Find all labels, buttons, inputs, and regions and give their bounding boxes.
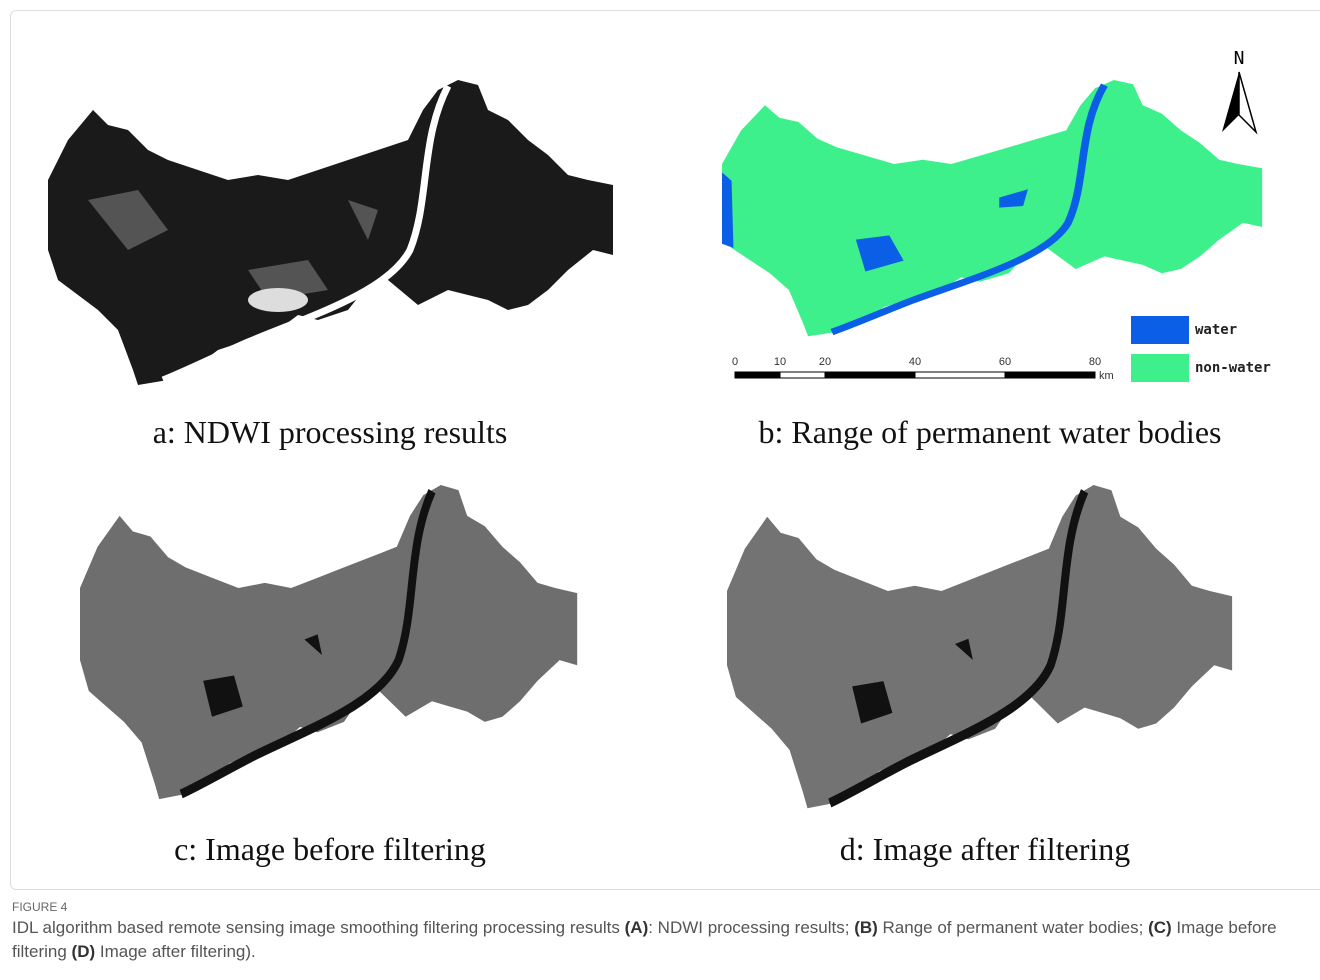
figure-caption: IDL algorithm based remote sensing image… — [12, 916, 1318, 964]
panel-caption: a: NDWI processing results — [153, 414, 508, 450]
scale-segment — [1005, 372, 1095, 378]
north-label: N — [1234, 48, 1245, 69]
caption-text: (B) — [854, 918, 878, 937]
scale-segment — [915, 372, 1005, 378]
non-water-area — [722, 80, 1262, 336]
scale-bar: 0 10 20 40 60 80 km — [732, 356, 1114, 382]
caption-text: Image after filtering). — [95, 942, 256, 961]
figure: N water non-water 0 10 20 40 60 80 km a: NDWI p… — [0, 0, 1320, 900]
panel-caption: c: Image before filtering — [174, 831, 486, 867]
panel-caption: d: Image after filtering — [840, 831, 1131, 867]
scale-label: 80 — [1089, 356, 1101, 368]
after-filter-map — [727, 485, 1232, 808]
caption-text: (C) — [1148, 918, 1172, 937]
caption-text: IDL algorithm based remote sensing image… — [12, 918, 625, 937]
legend-swatch — [1131, 354, 1189, 382]
before-filter-map — [80, 485, 577, 799]
panel-caption: b: Range of permanent water bodies — [759, 414, 1222, 450]
caption-text: Range of permanent water bodies; — [878, 918, 1148, 937]
scale-segment — [780, 372, 825, 378]
scale-label: 40 — [909, 356, 921, 368]
legend: water non-water — [1131, 316, 1271, 382]
ndwi-map — [48, 80, 613, 385]
north-arrow — [1222, 72, 1239, 132]
scale-segment — [735, 372, 780, 378]
scale-label: 0 — [732, 356, 738, 368]
figure-label: FIGURE 4 — [12, 900, 67, 914]
page: N water non-water 0 10 20 40 60 80 km a: NDWI p… — [0, 0, 1320, 980]
caption-text: (A) — [625, 918, 649, 937]
caption-text: (D) — [72, 942, 96, 961]
scale-label: 60 — [999, 356, 1011, 368]
scale-unit: km — [1099, 370, 1114, 382]
water-map — [722, 80, 1262, 336]
scale-label: 10 — [774, 356, 786, 368]
scale-label: 20 — [819, 356, 831, 368]
caption-text: : NDWI processing results; — [648, 918, 854, 937]
legend-label: water — [1195, 322, 1237, 338]
legend-label: non-water — [1195, 360, 1271, 376]
legend-swatch — [1131, 316, 1189, 344]
north-arrow — [1239, 72, 1256, 132]
scale-segment — [825, 372, 915, 378]
